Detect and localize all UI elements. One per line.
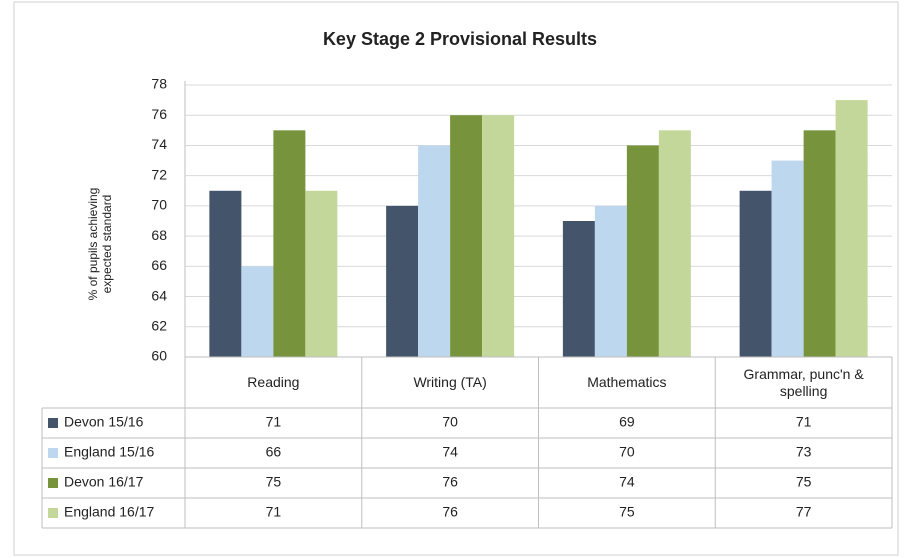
table-value: 74 [442, 444, 458, 460]
table-value: 75 [796, 474, 812, 490]
bar [626, 145, 659, 357]
bar [594, 205, 627, 357]
chart-title: Key Stage 2 Provisional Results [323, 29, 597, 49]
table-value: 66 [266, 444, 282, 460]
legend-swatch [48, 418, 58, 428]
table-value: 70 [442, 414, 458, 430]
bar [771, 160, 804, 357]
bar [386, 205, 419, 357]
table-value: 71 [266, 504, 282, 520]
bar [241, 266, 274, 357]
legend-label: Devon 16/17 [64, 474, 144, 490]
table-value: 71 [266, 414, 282, 430]
y-tick-label: 62 [151, 317, 167, 333]
y-tick-label: 76 [151, 106, 167, 122]
y-tick-label: 78 [151, 76, 167, 92]
table-value: 75 [266, 474, 282, 490]
table-value: 69 [619, 414, 635, 430]
bar [562, 221, 595, 357]
bar [450, 115, 483, 357]
bar [305, 190, 338, 357]
legend-label: Devon 15/16 [64, 414, 144, 430]
legend-swatch [48, 478, 58, 488]
table-value: 74 [619, 474, 635, 490]
table-value: 75 [619, 504, 635, 520]
category-label: Reading [247, 374, 300, 390]
bar [835, 100, 868, 357]
table-value: 76 [442, 504, 458, 520]
bar [482, 115, 515, 357]
y-tick-label: 72 [151, 166, 167, 182]
category-label: Mathematics [587, 374, 667, 390]
y-tick-label: 74 [151, 136, 167, 152]
category-label: Writing (TA) [413, 374, 487, 390]
y-tick-label: 70 [151, 197, 167, 213]
y-tick-label: 66 [151, 257, 167, 273]
bar [418, 145, 451, 357]
y-tick-label: 68 [151, 227, 167, 243]
bar [273, 130, 306, 357]
legend-swatch [48, 448, 58, 458]
table-value: 71 [796, 414, 812, 430]
bar [803, 130, 836, 357]
bar [209, 190, 242, 357]
table-value: 77 [796, 504, 812, 520]
category-label: Grammar, punc'n & spelling [743, 365, 864, 399]
y-tick-label: 60 [151, 348, 167, 364]
table-value: 76 [442, 474, 458, 490]
bar [658, 130, 691, 357]
y-axis-label: % of pupils achieving expected standard [86, 187, 114, 301]
y-tick-label: 64 [151, 287, 167, 303]
table-value: 73 [796, 444, 812, 460]
table-value: 70 [619, 444, 635, 460]
legend-label: England 16/17 [64, 504, 155, 520]
legend-swatch [48, 508, 58, 518]
bar [739, 190, 772, 357]
legend-label: England 15/16 [64, 444, 155, 460]
